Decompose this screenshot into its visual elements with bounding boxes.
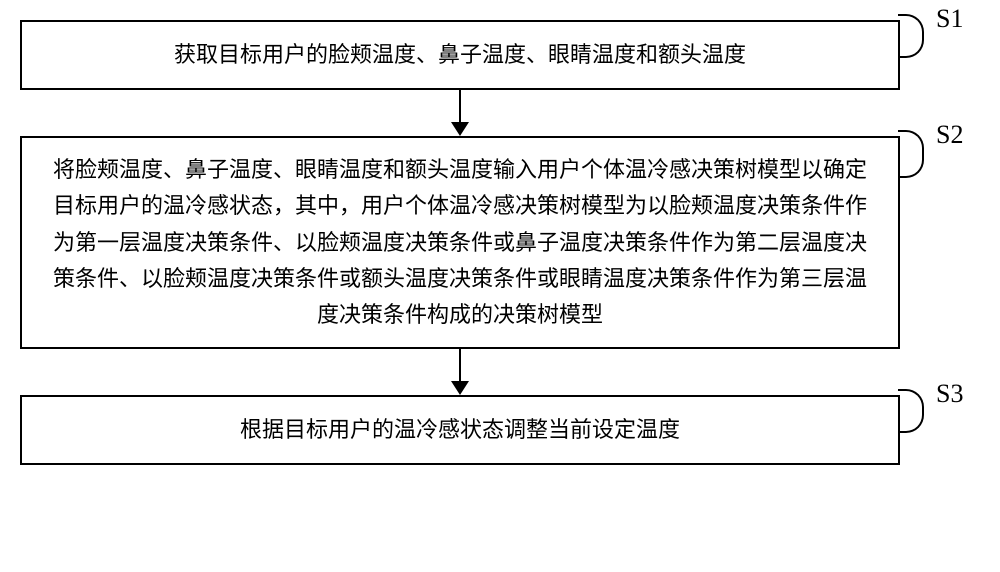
bracket-s3 <box>898 389 924 433</box>
arrow-head <box>451 122 469 136</box>
arrow-s1-s2 <box>20 90 900 136</box>
arrow-head <box>451 381 469 395</box>
step-label-s1: S1 <box>936 4 963 34</box>
step-box-s3: 根据目标用户的温冷感状态调整当前设定温度 <box>20 395 900 465</box>
step-box-s1: 获取目标用户的脸颊温度、鼻子温度、眼睛温度和额头温度 <box>20 20 900 90</box>
step-box-s2: 将脸颊温度、鼻子温度、眼睛温度和额头温度输入用户个体温冷感决策树模型以确定目标用… <box>20 136 900 349</box>
arrow-line <box>459 90 461 124</box>
arrow-s2-s3 <box>20 349 900 395</box>
step-row-s3: 根据目标用户的温冷感状态调整当前设定温度 S3 <box>20 395 980 465</box>
arrow-line <box>459 349 461 383</box>
bracket-s1 <box>898 14 924 58</box>
step-text-s2: 将脸颊温度、鼻子温度、眼睛温度和额头温度输入用户个体温冷感决策树模型以确定目标用… <box>46 152 874 333</box>
step-row-s1: 获取目标用户的脸颊温度、鼻子温度、眼睛温度和额头温度 S1 <box>20 20 980 90</box>
flowchart-container: 获取目标用户的脸颊温度、鼻子温度、眼睛温度和额头温度 S1 将脸颊温度、鼻子温度… <box>20 20 980 465</box>
step-label-s2: S2 <box>936 120 963 150</box>
step-label-s3: S3 <box>936 379 963 409</box>
bracket-s2 <box>898 130 924 178</box>
step-text-s3: 根据目标用户的温冷感状态调整当前设定温度 <box>240 412 680 448</box>
step-row-s2: 将脸颊温度、鼻子温度、眼睛温度和额头温度输入用户个体温冷感决策树模型以确定目标用… <box>20 136 980 349</box>
step-text-s1: 获取目标用户的脸颊温度、鼻子温度、眼睛温度和额头温度 <box>174 37 746 73</box>
